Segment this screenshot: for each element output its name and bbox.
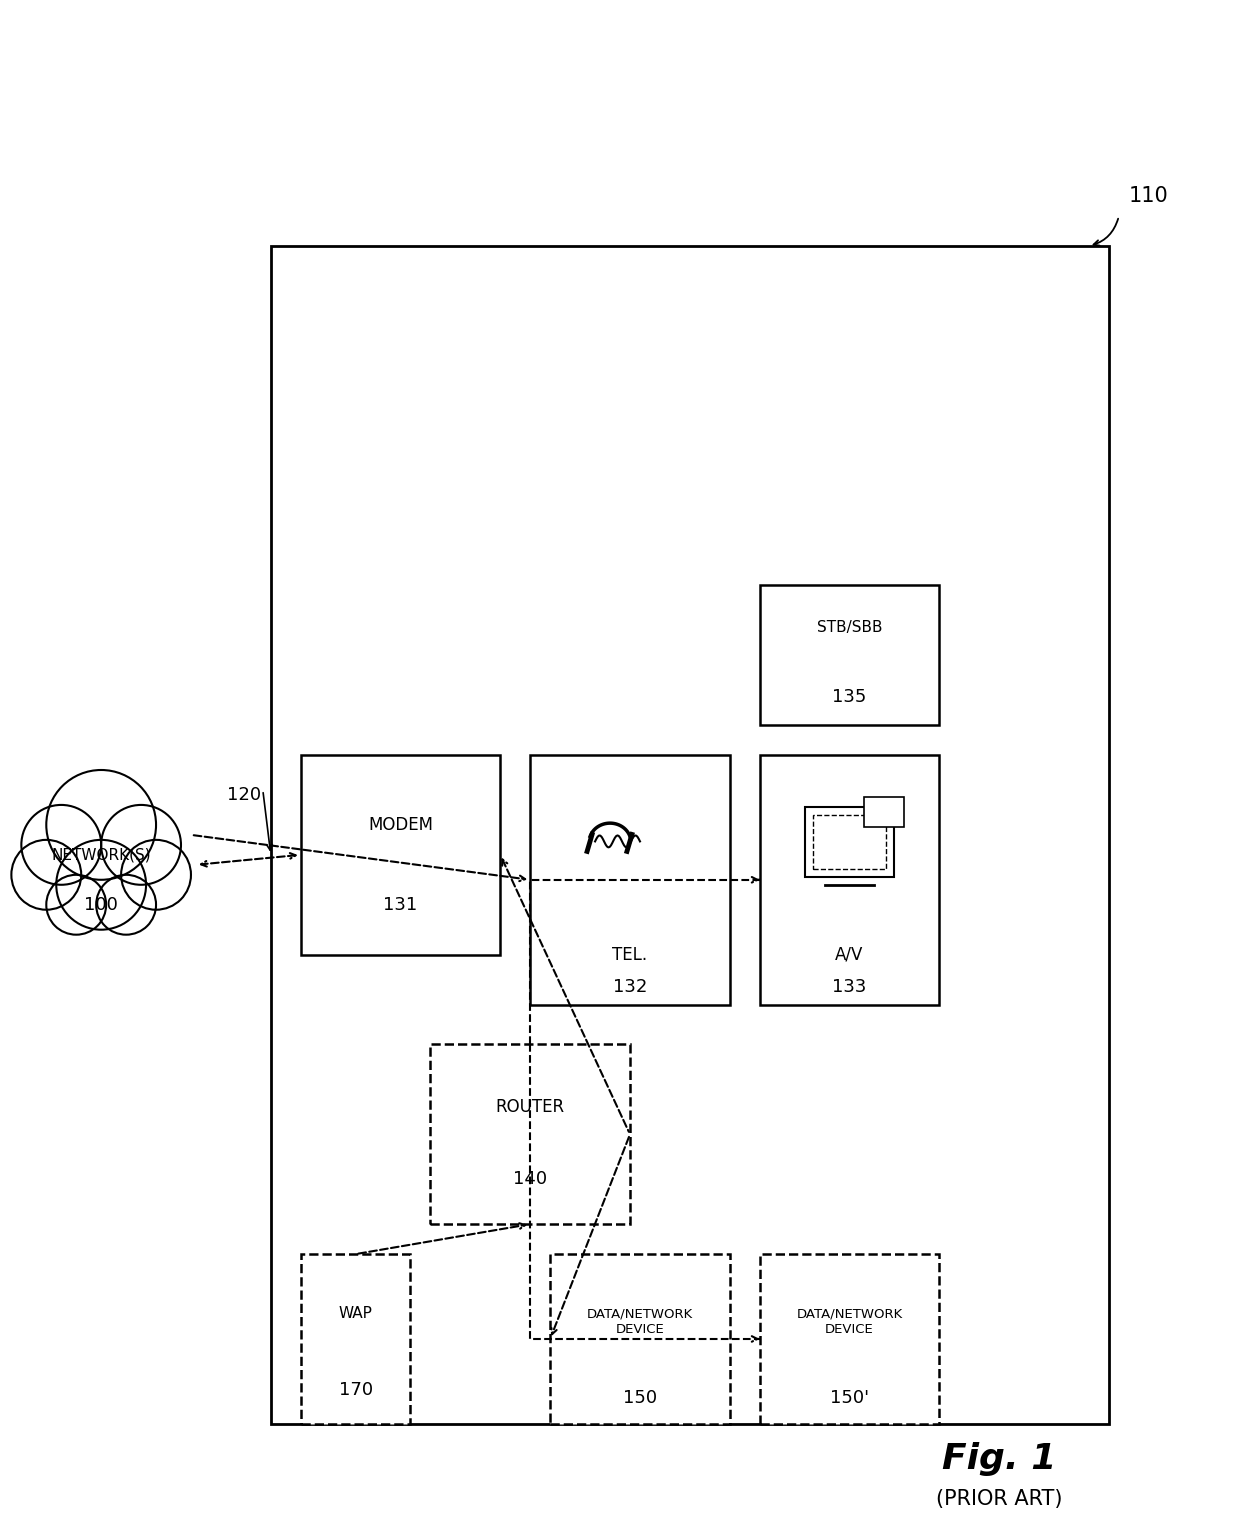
Text: DATA/NETWORK
DEVICE: DATA/NETWORK DEVICE <box>796 1307 903 1336</box>
Circle shape <box>102 805 181 884</box>
Circle shape <box>97 875 156 935</box>
Text: 131: 131 <box>383 895 418 913</box>
Text: 170: 170 <box>339 1380 373 1398</box>
Text: 110: 110 <box>1128 186 1168 206</box>
Bar <box>805 807 894 877</box>
Text: 135: 135 <box>832 688 867 706</box>
Text: NETWORK(S): NETWORK(S) <box>51 848 151 862</box>
Text: 140: 140 <box>513 1170 547 1188</box>
Bar <box>270 246 1109 1424</box>
Text: WAP: WAP <box>339 1305 372 1321</box>
Text: 120: 120 <box>227 785 260 804</box>
Circle shape <box>122 840 191 910</box>
Text: 150: 150 <box>622 1389 657 1408</box>
Bar <box>430 1045 630 1225</box>
Bar <box>812 816 887 869</box>
Bar <box>760 586 939 724</box>
Text: 133: 133 <box>832 978 867 996</box>
Text: ROUTER: ROUTER <box>496 1098 564 1116</box>
Text: STB/SBB: STB/SBB <box>817 619 882 634</box>
Circle shape <box>56 840 146 930</box>
Bar <box>760 1254 939 1424</box>
Text: 150': 150' <box>830 1389 869 1408</box>
Bar <box>301 755 500 955</box>
Bar <box>760 755 939 1005</box>
Text: (PRIOR ART): (PRIOR ART) <box>936 1488 1063 1508</box>
Text: 132: 132 <box>613 978 647 996</box>
Bar <box>531 755 730 1005</box>
Bar <box>551 1254 730 1424</box>
Circle shape <box>46 875 107 935</box>
Text: TEL.: TEL. <box>613 946 647 964</box>
Bar <box>864 798 904 828</box>
Text: Fig. 1: Fig. 1 <box>942 1441 1056 1476</box>
Circle shape <box>46 770 156 880</box>
Circle shape <box>11 840 81 910</box>
Text: DATA/NETWORK
DEVICE: DATA/NETWORK DEVICE <box>587 1307 693 1336</box>
Circle shape <box>21 805 102 884</box>
Text: 100: 100 <box>84 895 118 913</box>
Text: MODEM: MODEM <box>368 816 433 834</box>
Bar <box>301 1254 410 1424</box>
Text: A/V: A/V <box>836 946 864 964</box>
